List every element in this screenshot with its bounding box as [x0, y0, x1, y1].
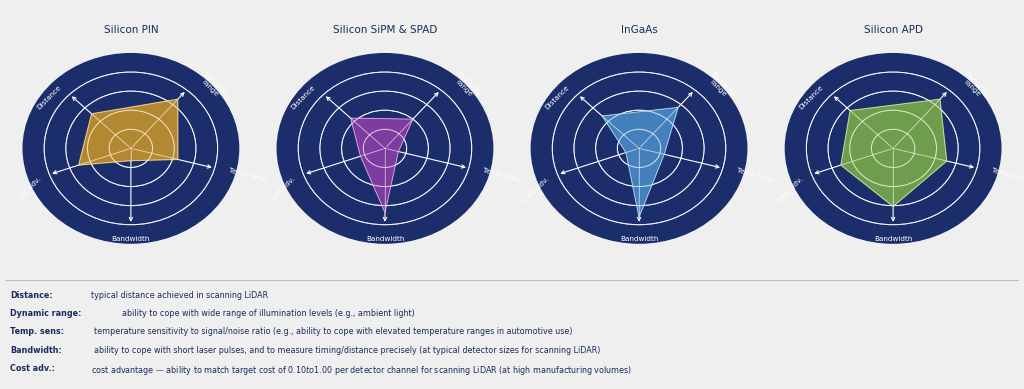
Text: cost advantage — ability to match target cost of $0.10 to $1.00 per detector cha: cost advantage — ability to match target…	[91, 364, 633, 377]
Text: Bandwidth: Bandwidth	[873, 236, 912, 242]
Text: Distance: Distance	[36, 84, 62, 110]
Text: typical distance achieved in scanning LiDAR: typical distance achieved in scanning Li…	[91, 291, 268, 300]
Text: Cost adv.: Cost adv.	[268, 175, 296, 203]
Polygon shape	[350, 118, 413, 212]
Ellipse shape	[784, 53, 1001, 244]
Text: Bandwidth: Bandwidth	[620, 236, 658, 242]
Text: Temp sens.: Temp sens.	[482, 168, 523, 184]
Text: Cost adv.: Cost adv.	[776, 175, 804, 203]
Text: temperature sensitivity to signal/noise ratio (e.g., ability to cope with elevat: temperature sensitivity to signal/noise …	[94, 328, 572, 336]
Text: Dynamic
range: Dynamic range	[705, 70, 736, 102]
Text: Cost adv.: Cost adv.	[14, 175, 42, 203]
Text: Dynamic range:: Dynamic range:	[10, 309, 82, 318]
Text: InGaAs: InGaAs	[621, 25, 657, 35]
Text: Distance: Distance	[290, 84, 316, 110]
Text: Silicon SiPM & SPAD: Silicon SiPM & SPAD	[333, 25, 437, 35]
Text: Distance: Distance	[544, 84, 570, 110]
Text: Cost adv.: Cost adv.	[522, 175, 550, 203]
Polygon shape	[602, 107, 678, 217]
Text: Cost adv.:: Cost adv.:	[10, 364, 55, 373]
Polygon shape	[79, 99, 178, 165]
Text: Distance:: Distance:	[10, 291, 53, 300]
Ellipse shape	[276, 53, 494, 244]
Text: Temp sens.: Temp sens.	[736, 168, 777, 184]
Text: Silicon APD: Silicon APD	[863, 25, 923, 35]
Text: ability to cope with wide range of illumination levels (e.g., ambient light): ability to cope with wide range of illum…	[122, 309, 415, 318]
Ellipse shape	[23, 53, 240, 244]
Text: Distance: Distance	[798, 84, 824, 110]
Text: Temp sens.: Temp sens.	[228, 168, 268, 184]
Text: Bandwidth: Bandwidth	[112, 236, 151, 242]
Text: Silicon PIN: Silicon PIN	[103, 25, 159, 35]
Text: Bandwidth: Bandwidth	[366, 236, 404, 242]
Text: Dynamic
range: Dynamic range	[451, 70, 482, 102]
Text: ability to cope with short laser pulses, and to measure timing/distance precisel: ability to cope with short laser pulses,…	[94, 346, 601, 355]
Text: Dynamic
range: Dynamic range	[958, 70, 990, 102]
Text: Bandwidth:: Bandwidth:	[10, 346, 61, 355]
Text: Temp sens.: Temp sens.	[990, 168, 1024, 184]
Ellipse shape	[530, 53, 748, 244]
Polygon shape	[841, 99, 947, 207]
Text: Dynamic
range: Dynamic range	[197, 70, 228, 102]
Text: Temp. sens:: Temp. sens:	[10, 328, 65, 336]
